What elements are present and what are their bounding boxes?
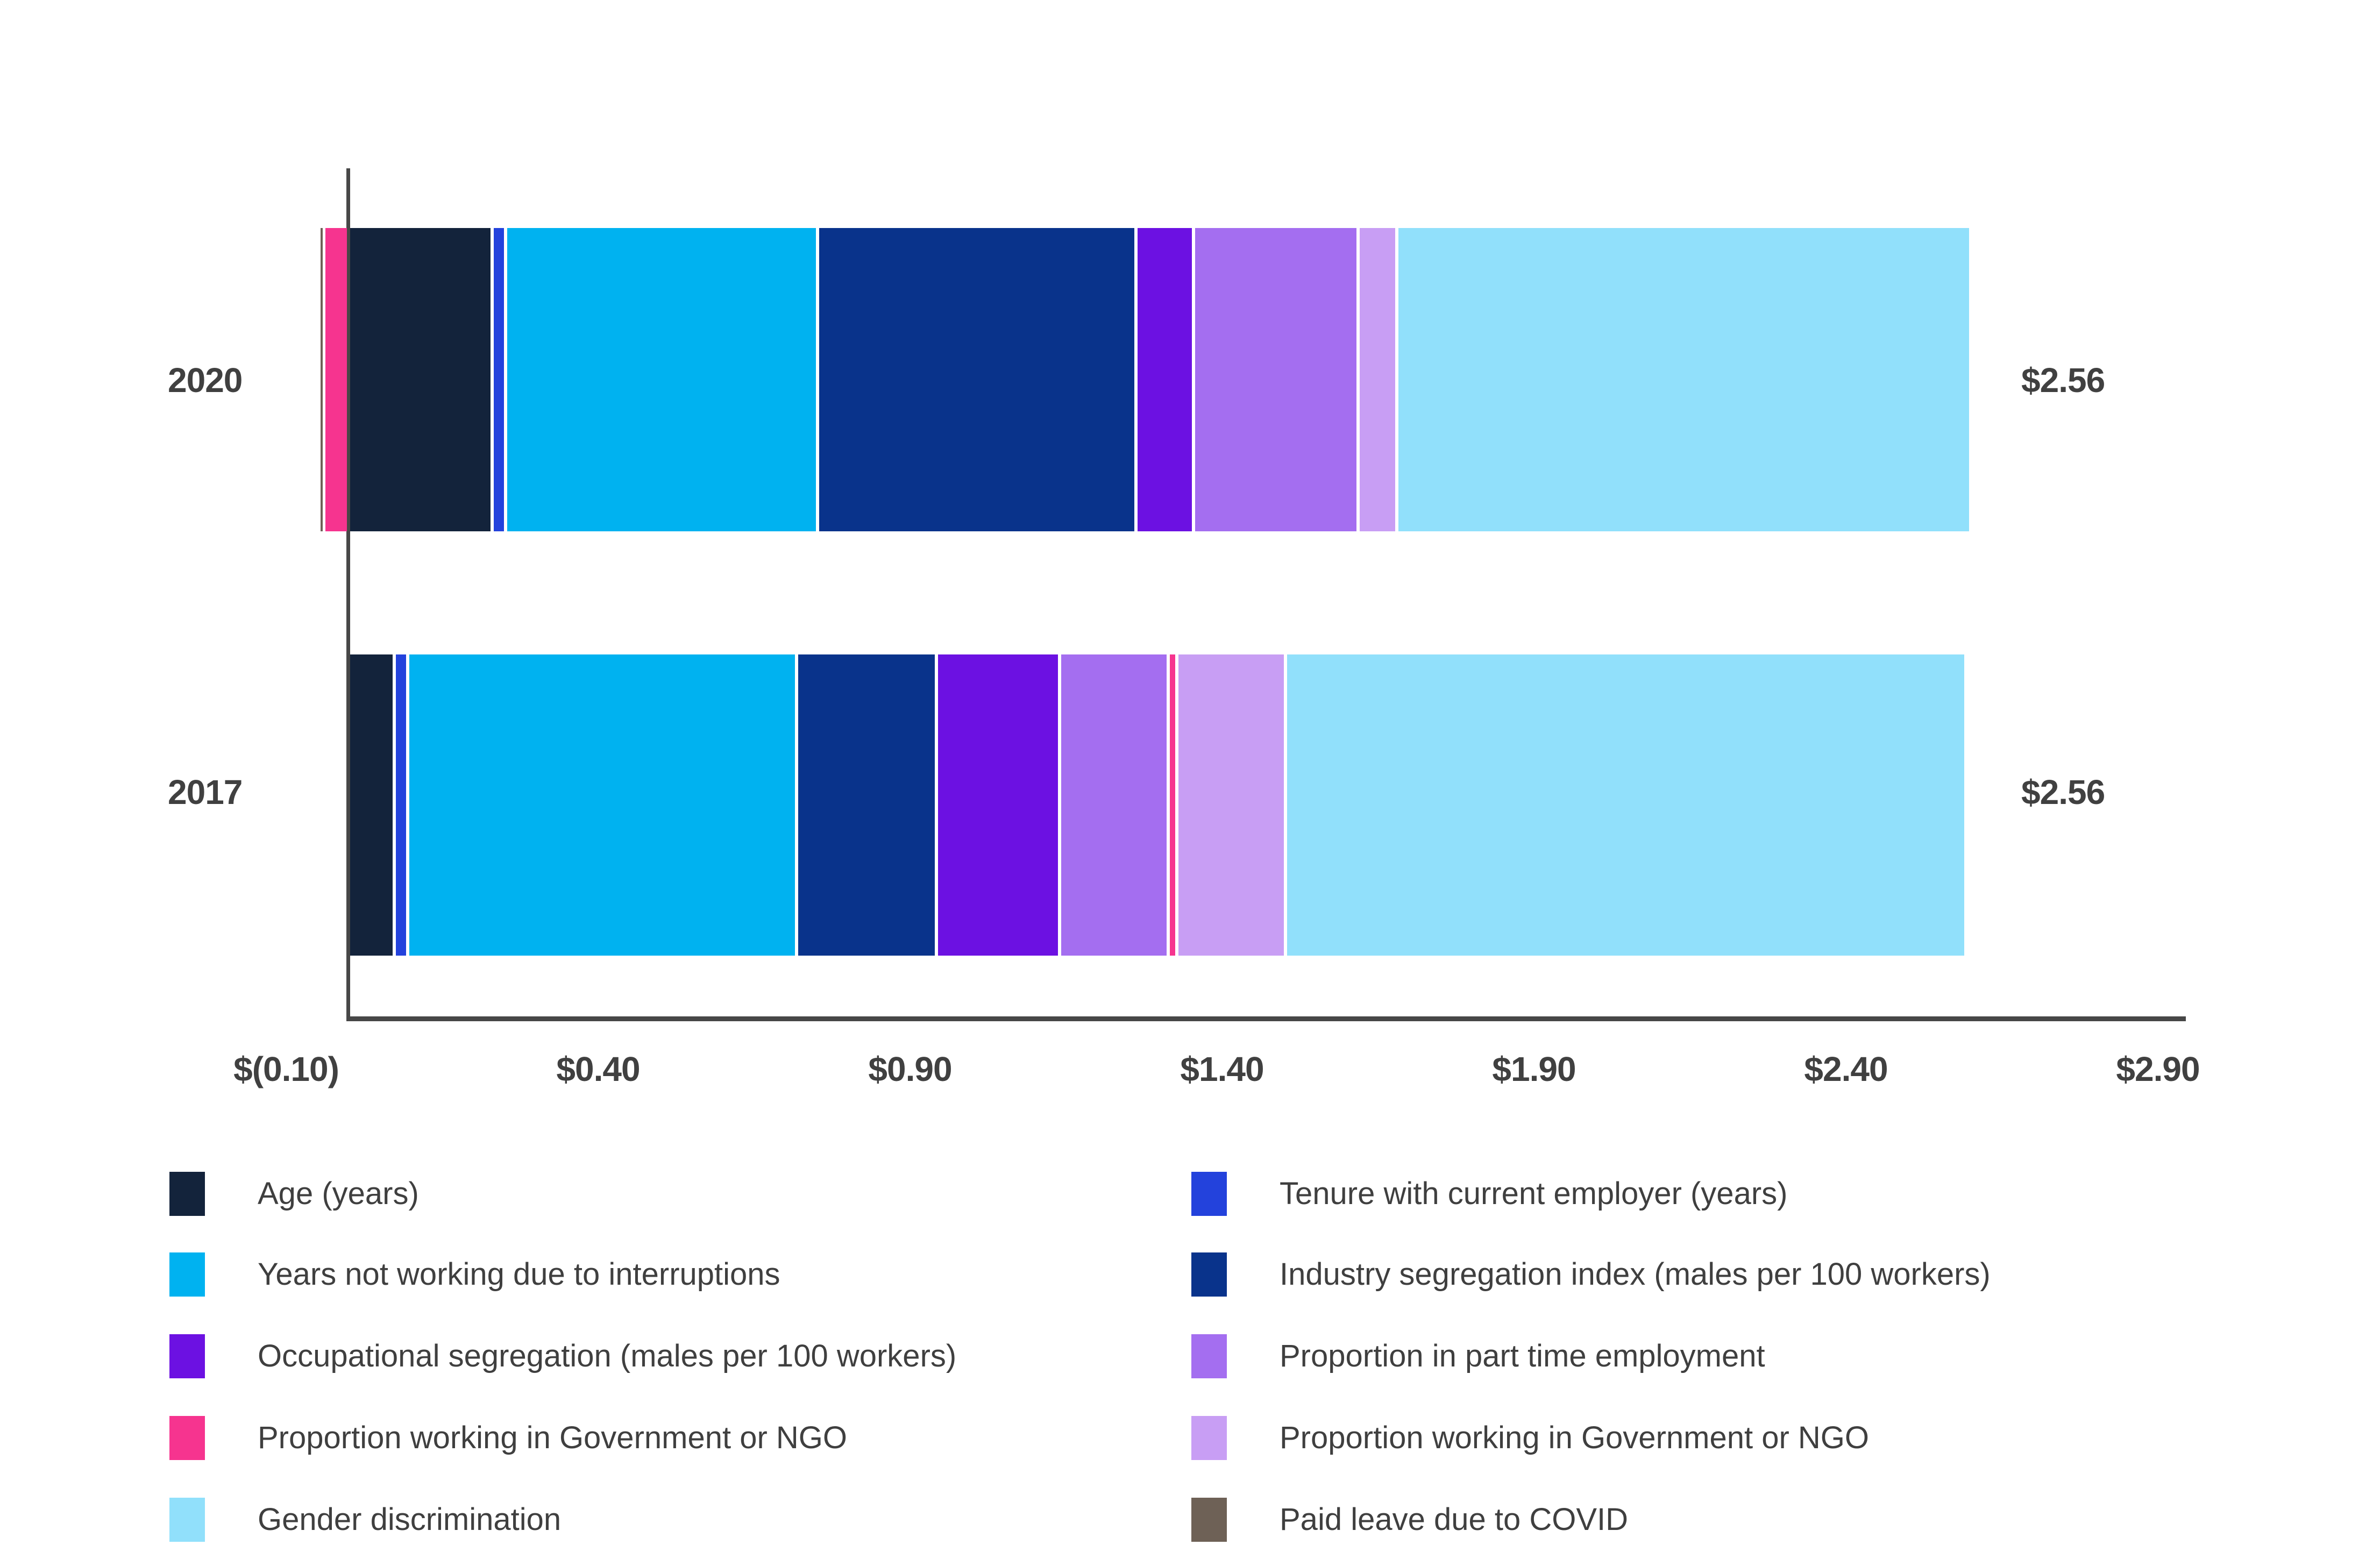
x-tick-label: $0.40 [556, 1050, 640, 1088]
x-tick-label: $1.40 [1180, 1050, 1264, 1088]
bar-total-label-2017: $2.56 [2021, 773, 2105, 811]
bar-segment-2017 [1170, 654, 1176, 956]
bar-segment-2017 [409, 654, 795, 956]
bar-segment-2020 [819, 228, 1134, 531]
legend-swatch [1191, 1334, 1227, 1378]
legend-item: Tenure with current employer (years) [1191, 1172, 1787, 1216]
x-tick-label: $2.40 [1804, 1050, 1888, 1088]
legend-swatch [1191, 1252, 1227, 1297]
bar-segment-2020 [507, 228, 816, 531]
legend-swatch [169, 1416, 205, 1460]
legend-label: Paid leave due to COVID [1280, 1502, 1629, 1537]
legend-item: Years not working due to interruptions [169, 1252, 780, 1297]
bar-total-label-2020: $2.56 [2021, 361, 2105, 400]
bar-segment-2017 [350, 654, 393, 956]
bar-segment-2020 [1195, 228, 1356, 531]
bar-segment-2017 [1287, 654, 1964, 956]
legend-swatch [1191, 1498, 1227, 1542]
legend-item: Occupational segregation (males per 100 … [169, 1334, 956, 1378]
legend-label: Years not working due to interruptions [258, 1257, 780, 1292]
legend-swatch [169, 1498, 205, 1542]
legend-item: Proportion working in Government or NGO [169, 1416, 847, 1460]
legend-label: Proportion working in Government or NGO [1280, 1420, 1869, 1455]
bar-segment-2020 [1359, 228, 1395, 531]
bar-segment-2017 [937, 654, 1058, 956]
legend-label: Age (years) [258, 1176, 419, 1211]
bar-segment-2017 [798, 654, 935, 956]
legend-swatch [1191, 1416, 1227, 1460]
legend-item: Proportion working in Government or NGO [1191, 1416, 1869, 1460]
legend-swatch [169, 1252, 205, 1297]
y-axis-line [346, 168, 350, 1021]
legend-swatch [1191, 1172, 1227, 1216]
legend-label: Proportion in part time employment [1280, 1339, 1765, 1373]
bar-segment-2017 [1178, 654, 1284, 956]
bar-segment-2020 [493, 228, 505, 531]
bar-segment-2020 [1137, 228, 1192, 531]
legend-label: Occupational segregation (males per 100 … [258, 1339, 957, 1373]
legend-item: Paid leave due to COVID [1191, 1498, 1628, 1542]
legend-item: Proportion in part time employment [1191, 1334, 1765, 1378]
bar-segment-2017 [1061, 654, 1167, 956]
x-tick-label: $0.90 [868, 1050, 952, 1088]
legend-item: Gender discrimination [169, 1498, 561, 1542]
bar-segment-2020 [325, 228, 347, 531]
legend-item: Industry segregation index (males per 10… [1191, 1252, 1991, 1297]
category-label-2020: 2020 [168, 361, 243, 400]
legend-swatch [169, 1334, 205, 1378]
legend-label: Tenure with current employer (years) [1280, 1176, 1788, 1211]
legend-label: Proportion working in Government or NGO [258, 1420, 847, 1455]
legend-label: Industry segregation index (males per 10… [1280, 1257, 1991, 1292]
x-tick-label: $2.90 [2116, 1050, 2200, 1088]
legend-swatch [169, 1172, 205, 1216]
bar-segment-2020 [350, 228, 491, 531]
bar-segment-2020 [321, 228, 323, 531]
x-axis-line [346, 1016, 2186, 1021]
legend-label: Gender discrimination [258, 1502, 562, 1537]
legend-item: Age (years) [169, 1172, 419, 1216]
x-tick-label: $(0.10) [233, 1050, 339, 1088]
x-tick-label: $1.90 [1492, 1050, 1576, 1088]
bar-segment-2017 [395, 654, 407, 956]
bar-segment-2020 [1398, 228, 1969, 531]
category-label-2017: 2017 [168, 773, 243, 811]
